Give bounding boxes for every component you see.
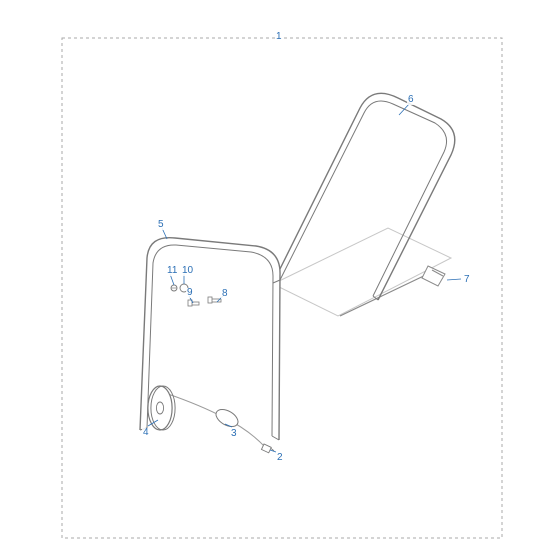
diagram-svg [0, 0, 560, 560]
part-label-4: 4 [142, 428, 150, 438]
part-label-8: 8 [221, 289, 229, 299]
part-label-5: 5 [157, 220, 165, 230]
part-label-7: 7 [463, 275, 471, 285]
part-label-11: 11 [166, 266, 178, 276]
wheel-hub [156, 402, 163, 414]
part-label-1: 1 [275, 32, 283, 42]
part-bolt-8-head [208, 297, 212, 303]
part-label-2: 2 [276, 453, 284, 463]
diagram-canvas: 1 6 7 5 1110 9 8 4 3 2 [0, 0, 560, 560]
part-label-9: 9 [186, 288, 194, 298]
part-label-3: 3 [230, 429, 238, 439]
leader-line-1 [447, 279, 461, 280]
part-label-10: 10 [181, 266, 194, 276]
part-label-6: 6 [407, 95, 415, 105]
plug [261, 444, 271, 453]
